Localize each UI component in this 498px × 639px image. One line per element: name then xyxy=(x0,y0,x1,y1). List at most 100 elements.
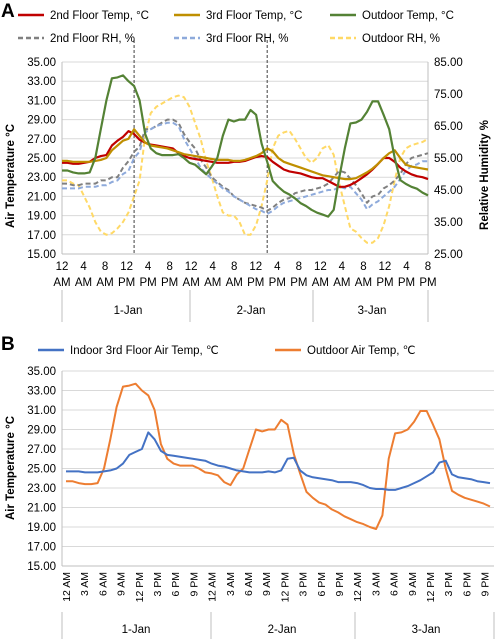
x-tick-label: 3 AM xyxy=(79,572,91,596)
x-tick-hour: 12 xyxy=(56,261,69,273)
x-tick-hour: 8 xyxy=(296,261,302,273)
x-tick-label: 9 PM xyxy=(334,572,346,597)
legend-label: 3rd Floor RH, % xyxy=(206,33,288,45)
panel-b-y-axis-ticks: 15.00 17.00 19.00 21.00 23.00 25.00 27.00 29.00… xyxy=(27,366,56,573)
x-tick-label: 12 AM xyxy=(352,572,364,602)
series-line-outdoor-air-temp xyxy=(66,382,491,530)
x-tick-hour: 8 xyxy=(231,261,237,273)
y-tick-label: 17.00 xyxy=(27,230,56,242)
x-tick-ampm: AM xyxy=(226,277,243,289)
panel-a-day-labels: 1-Jan 2-Jan 3-Jan xyxy=(61,290,429,322)
y2-tick-label: 25.00 xyxy=(434,249,463,261)
x-tick-ampm: PM xyxy=(139,277,156,289)
y-tick-label: 23.00 xyxy=(27,483,56,495)
panel-b-y-axis-title: Air Temperature °C xyxy=(5,416,17,520)
x-tick-hour: 4 xyxy=(403,261,410,273)
y2-tick-label: 55.00 xyxy=(434,153,463,165)
x-tick-ampm: AM xyxy=(75,277,92,289)
x-tick-hour: 12 xyxy=(314,261,327,273)
x-tick-label: 12 PM xyxy=(279,572,291,602)
x-tick-label: 3 PM xyxy=(443,572,455,597)
series-line-3rd-floor-temp-c xyxy=(62,128,429,181)
x-tick-label: 6 PM xyxy=(316,572,328,597)
x-tick-ampm: PM xyxy=(419,277,436,289)
y2-tick-label: 65.00 xyxy=(434,121,463,133)
y-tick-label: 17.00 xyxy=(27,542,56,554)
panel-a: A 15.00 17.00 19.00 21.00 23.00 25.00 27.00 29.… xyxy=(1,1,491,322)
day-label: 3-Jan xyxy=(358,305,387,317)
panel-a-x-axis-ticks: 12 AM 4 AM 8 AM 12 PM 4 PM 8 PM 12 AM 4 AM 8 AM 12 PM 4 PM 8 PM… xyxy=(53,261,436,289)
x-tick-ampm: AM xyxy=(333,277,350,289)
x-tick-ampm: PM xyxy=(161,277,178,289)
x-tick-label: 9 AM xyxy=(261,572,273,596)
panel-a-legend: 2nd Floor Temp, °C 3rd Floor Temp, °C Outd… xyxy=(18,10,454,45)
y2-tick-label: 35.00 xyxy=(434,217,463,229)
x-tick-hour: 12 xyxy=(120,261,133,273)
y-tick-label: 35.00 xyxy=(27,366,56,378)
y-tick-label: 27.00 xyxy=(27,134,56,146)
x-tick-hour: 12 xyxy=(249,261,262,273)
x-tick-label: 6 AM xyxy=(97,572,109,596)
panel-b-letter: B xyxy=(1,334,15,355)
x-tick-hour: 8 xyxy=(166,261,172,273)
x-tick-label: 12 AM xyxy=(61,572,73,602)
panel-a-series xyxy=(62,74,429,244)
x-tick-hour: 4 xyxy=(339,261,346,273)
y2-tick-label: 85.00 xyxy=(434,57,463,69)
panel-b-x-axis-ticks: 12 AM 3 AM 6 AM 9 AM 12 PM 3 PM 6 PM 9 PM 12 AM 3… xyxy=(61,572,492,602)
x-tick-hour: 4 xyxy=(80,261,87,273)
x-tick-label: 12 AM xyxy=(207,572,219,602)
y-tick-label: 33.00 xyxy=(27,386,56,398)
x-tick-ampm: AM xyxy=(96,277,113,289)
y-tick-label: 15.00 xyxy=(27,561,56,573)
x-tick-label: 3 AM xyxy=(370,572,382,596)
day-label: 2-Jan xyxy=(237,305,266,317)
day-label: 2-Jan xyxy=(268,624,297,636)
x-tick-label: 9 AM xyxy=(407,572,419,596)
y-tick-label: 27.00 xyxy=(27,444,56,456)
panel-b: B 15.00 17.00 19.00 21.00 23.00 25.00 27.00 29.… xyxy=(1,334,495,639)
legend-label: 2nd Floor RH, % xyxy=(50,33,135,45)
x-tick-ampm: AM xyxy=(204,277,221,289)
legend-label: Outdoor RH, % xyxy=(362,33,440,45)
x-tick-hour: 12 xyxy=(185,261,198,273)
x-tick-label: 6 PM xyxy=(461,572,473,597)
y-tick-label: 29.00 xyxy=(27,115,56,127)
panel-a-left-axis-ticks: 15.00 17.00 19.00 21.00 23.00 25.00 27.00 29.00… xyxy=(27,57,56,261)
series-line-outdoor-temp-c xyxy=(62,74,429,218)
x-tick-label: 6 AM xyxy=(389,572,401,596)
x-tick-ampm: PM xyxy=(118,277,135,289)
x-tick-hour: 8 xyxy=(425,261,431,273)
day-label: 3-Jan xyxy=(412,624,441,636)
legend-label: Outdoor Temp, °C xyxy=(362,10,454,22)
x-tick-hour: 8 xyxy=(102,261,108,273)
panel-b-legend: Indoor 3rd Floor Air Temp, ℃ Outdoor Air … xyxy=(38,345,416,357)
x-tick-ampm: PM xyxy=(398,277,415,289)
x-tick-hour: 8 xyxy=(360,261,366,273)
y-tick-label: 25.00 xyxy=(27,464,56,476)
x-tick-label: 3 AM xyxy=(225,572,237,596)
x-tick-hour: 4 xyxy=(274,261,281,273)
panel-b-day-labels: 1-Jan 2-Jan 3-Jan xyxy=(61,612,495,639)
y-tick-label: 29.00 xyxy=(27,425,56,437)
y-tick-label: 19.00 xyxy=(27,522,56,534)
legend-label: Indoor 3rd Floor Air Temp, ℃ xyxy=(70,345,219,357)
panel-a-right-axis-ticks: 25.00 35.00 45.00 55.00 65.00 75.00 85.00 xyxy=(434,57,463,261)
panel-a-day-markers xyxy=(133,40,268,254)
x-tick-label: 12 PM xyxy=(425,572,437,602)
y-tick-label: 23.00 xyxy=(27,172,56,184)
series-line-3rd-floor-rh xyxy=(62,121,428,215)
y-tick-label: 31.00 xyxy=(27,95,56,107)
series-line-indoor-3rd-floor-air-temp xyxy=(66,431,491,491)
x-tick-label: 3 PM xyxy=(298,572,310,597)
x-tick-label: 9 PM xyxy=(188,572,200,597)
legend-label: 3rd Floor Temp, °C xyxy=(206,10,302,22)
legend-label: 2nd Floor Temp, °C xyxy=(50,10,149,22)
x-tick-hour: 12 xyxy=(379,261,392,273)
y-tick-label: 15.00 xyxy=(27,249,56,261)
x-tick-ampm: PM xyxy=(269,277,286,289)
x-tick-ampm: AM xyxy=(53,277,70,289)
panel-b-series xyxy=(66,382,491,530)
y2-tick-label: 45.00 xyxy=(434,185,463,197)
